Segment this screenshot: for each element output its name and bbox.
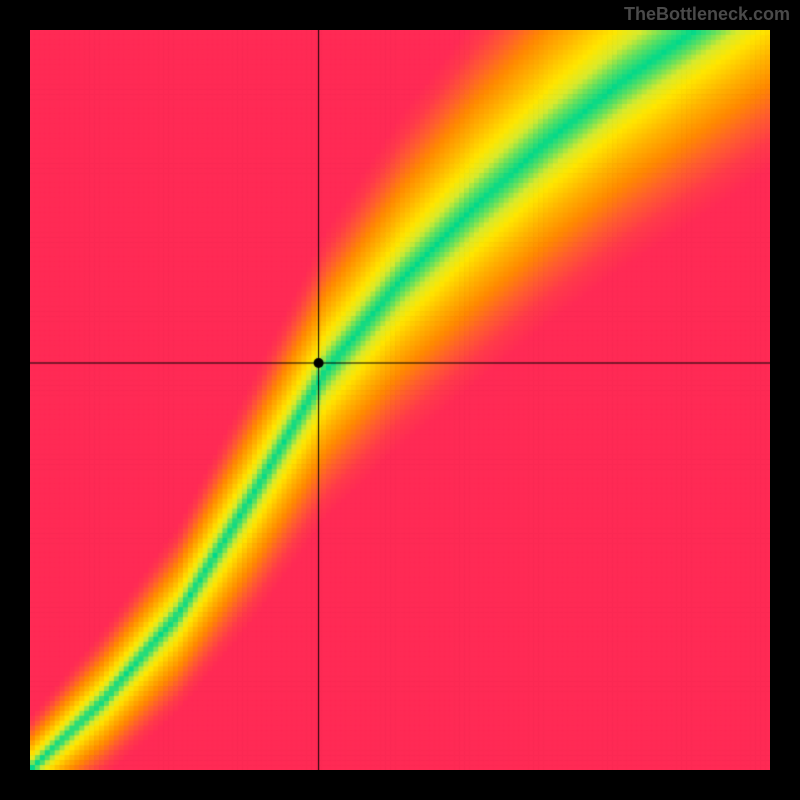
chart-container: TheBottleneck.com xyxy=(0,0,800,800)
watermark-text: TheBottleneck.com xyxy=(624,4,790,25)
bottleneck-heatmap xyxy=(30,30,770,770)
chart-area xyxy=(30,30,770,770)
